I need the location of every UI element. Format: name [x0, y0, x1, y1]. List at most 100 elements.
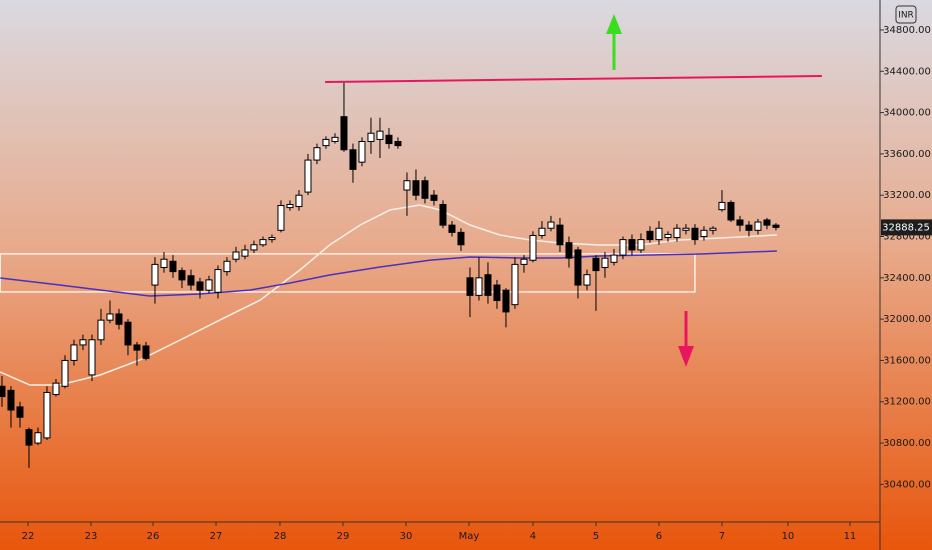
y-tick-label: 33200.00 — [883, 190, 931, 201]
currency: INR — [898, 11, 914, 21]
candle-body — [592, 257, 600, 272]
candle-body — [682, 227, 690, 231]
y-tick-label: 30400.00 — [883, 479, 931, 490]
candle-body — [88, 339, 96, 376]
candle-body — [160, 258, 168, 268]
x-tick-label: 22 — [22, 531, 35, 542]
candle-body — [727, 201, 735, 221]
candle-body — [745, 224, 753, 231]
candle-body — [214, 269, 222, 293]
candle-body — [268, 237, 276, 241]
candle-body — [754, 221, 762, 231]
candle-body — [430, 194, 438, 201]
x-tick-label: 28 — [274, 531, 287, 542]
candle-body — [691, 227, 699, 241]
resistance-line — [325, 75, 822, 84]
currency-box — [895, 5, 917, 24]
candle-body — [574, 249, 582, 286]
candle-body — [529, 234, 537, 261]
candle-body — [538, 227, 546, 236]
candle-body — [664, 233, 672, 239]
candle-body — [367, 132, 375, 142]
candle-body — [646, 230, 654, 241]
down-arrow — [678, 311, 694, 367]
candle-body — [547, 221, 555, 229]
candle-body — [124, 321, 132, 346]
moving-average — [0, 204, 777, 386]
candle-body — [196, 281, 204, 291]
candle-body — [7, 389, 15, 411]
y-tick-label: 32800.00 — [883, 232, 931, 243]
candle-body — [520, 258, 528, 265]
candle-body — [718, 201, 726, 211]
candle-body — [25, 429, 33, 446]
candle-body — [655, 227, 663, 241]
candle-body — [259, 239, 267, 246]
candle-body — [583, 274, 591, 286]
x-tick-label: 30 — [400, 531, 413, 542]
candle-body — [421, 180, 429, 199]
x-tick-label: 4 — [530, 531, 536, 542]
candle-body — [457, 231, 465, 246]
candle-body — [376, 130, 384, 140]
candle-body — [97, 319, 105, 341]
candle-body — [169, 260, 177, 273]
candle-body — [61, 359, 69, 387]
candle-body — [556, 224, 564, 246]
candle-body — [700, 229, 708, 238]
x-tick-label: 23 — [85, 531, 98, 542]
x-tick-label: 6 — [656, 531, 662, 542]
x-tick-label: 11 — [844, 531, 857, 542]
last-price-label: 32888.25 — [882, 222, 930, 233]
candle-body — [565, 242, 573, 259]
candle-body — [412, 180, 420, 196]
candle-body — [448, 224, 456, 233]
candle-body — [601, 257, 609, 268]
candle-body — [475, 277, 483, 296]
candle-body — [151, 263, 159, 286]
zone-box — [0, 253, 696, 293]
up-arrow — [606, 14, 622, 70]
x-tick-label: 5 — [593, 531, 599, 542]
candles — [0, 82, 780, 468]
y-tick-label: 34400.00 — [883, 66, 931, 77]
candle-body — [133, 344, 141, 351]
candle-body — [43, 391, 51, 439]
candle-body — [709, 227, 717, 231]
candle-body — [241, 249, 249, 257]
y-tick-label: 34000.00 — [883, 108, 931, 119]
candle-body — [610, 254, 618, 263]
candle-body — [322, 138, 330, 147]
candle-body — [484, 274, 492, 296]
candle-body — [250, 244, 258, 251]
candle-body — [385, 134, 393, 145]
y-tick-label: 32000.00 — [883, 314, 931, 325]
candle-body — [358, 140, 366, 163]
y-tick-label: 32400.00 — [883, 273, 931, 284]
candle-body — [52, 382, 60, 396]
candle-body — [70, 344, 78, 361]
candle-body — [736, 219, 744, 226]
candle-body — [223, 260, 231, 273]
candle-body — [205, 279, 213, 291]
candle-body — [106, 313, 114, 321]
candle-body — [466, 277, 474, 296]
candle-body — [331, 136, 339, 142]
candle-body — [340, 116, 348, 151]
candle-body — [439, 203, 447, 226]
y-tick-label: 31600.00 — [883, 355, 931, 366]
candle-body — [34, 432, 42, 444]
candle-body — [115, 313, 123, 325]
candle-body — [511, 263, 519, 306]
candle-body — [178, 270, 186, 281]
candle-body — [142, 345, 150, 359]
candle-body — [637, 239, 645, 251]
candle-body — [313, 147, 321, 161]
x-tick-label: 10 — [782, 531, 795, 542]
candle-body — [403, 180, 411, 191]
candle-body — [16, 406, 24, 418]
y-tick-label: 33600.00 — [883, 149, 931, 160]
x-tick-label: 26 — [147, 531, 160, 542]
